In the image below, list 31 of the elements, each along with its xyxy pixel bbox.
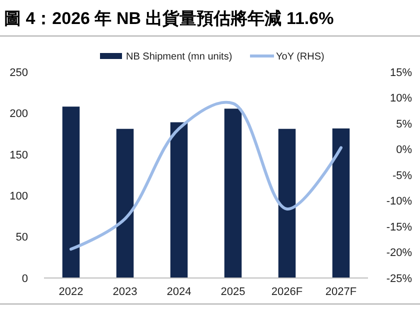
x-tick-label: 2023 [112,286,138,298]
line-series [70,100,342,251]
y2-tick-label: -20% [386,247,412,260]
y2-tick-label: -15% [386,221,412,234]
y2-tick-label: -5% [392,170,412,182]
bar [62,106,80,278]
y2-tick-label: 0% [396,144,412,156]
x-tick-label: 2024 [166,286,192,298]
y-tick-label: 50 [16,232,28,244]
bar [224,108,242,278]
y-tick-label: 200 [10,108,28,120]
y2-tick-label: -25% [386,272,412,285]
x-tick-label: 2025 [220,286,246,298]
y2-tick-label: 5% [396,118,412,130]
x-tick-label: 2022 [58,286,84,298]
y2-tick-label: 15% [390,66,412,79]
y2-tick-label: -10% [386,196,412,208]
y2-tick-label: 10% [390,92,412,105]
bar [116,128,134,278]
bar [332,128,350,278]
legend-label: YoY (RHS) [276,52,324,62]
x-tick-label: 2026F [271,286,303,298]
bar [170,122,188,278]
bar [278,128,296,278]
y-tick-label: 0 [22,272,28,285]
chart-title: 圖 4：2026 年 NB 出貨量預估將年減 11.6% [4,9,334,28]
y-tick-label: 150 [10,149,28,162]
y-tick-label: 250 [10,66,28,79]
x-tick-label: 2027F [325,286,357,298]
legend-label: NB Shipment (mn units) [126,52,232,62]
y-tick-label: 100 [10,190,28,202]
